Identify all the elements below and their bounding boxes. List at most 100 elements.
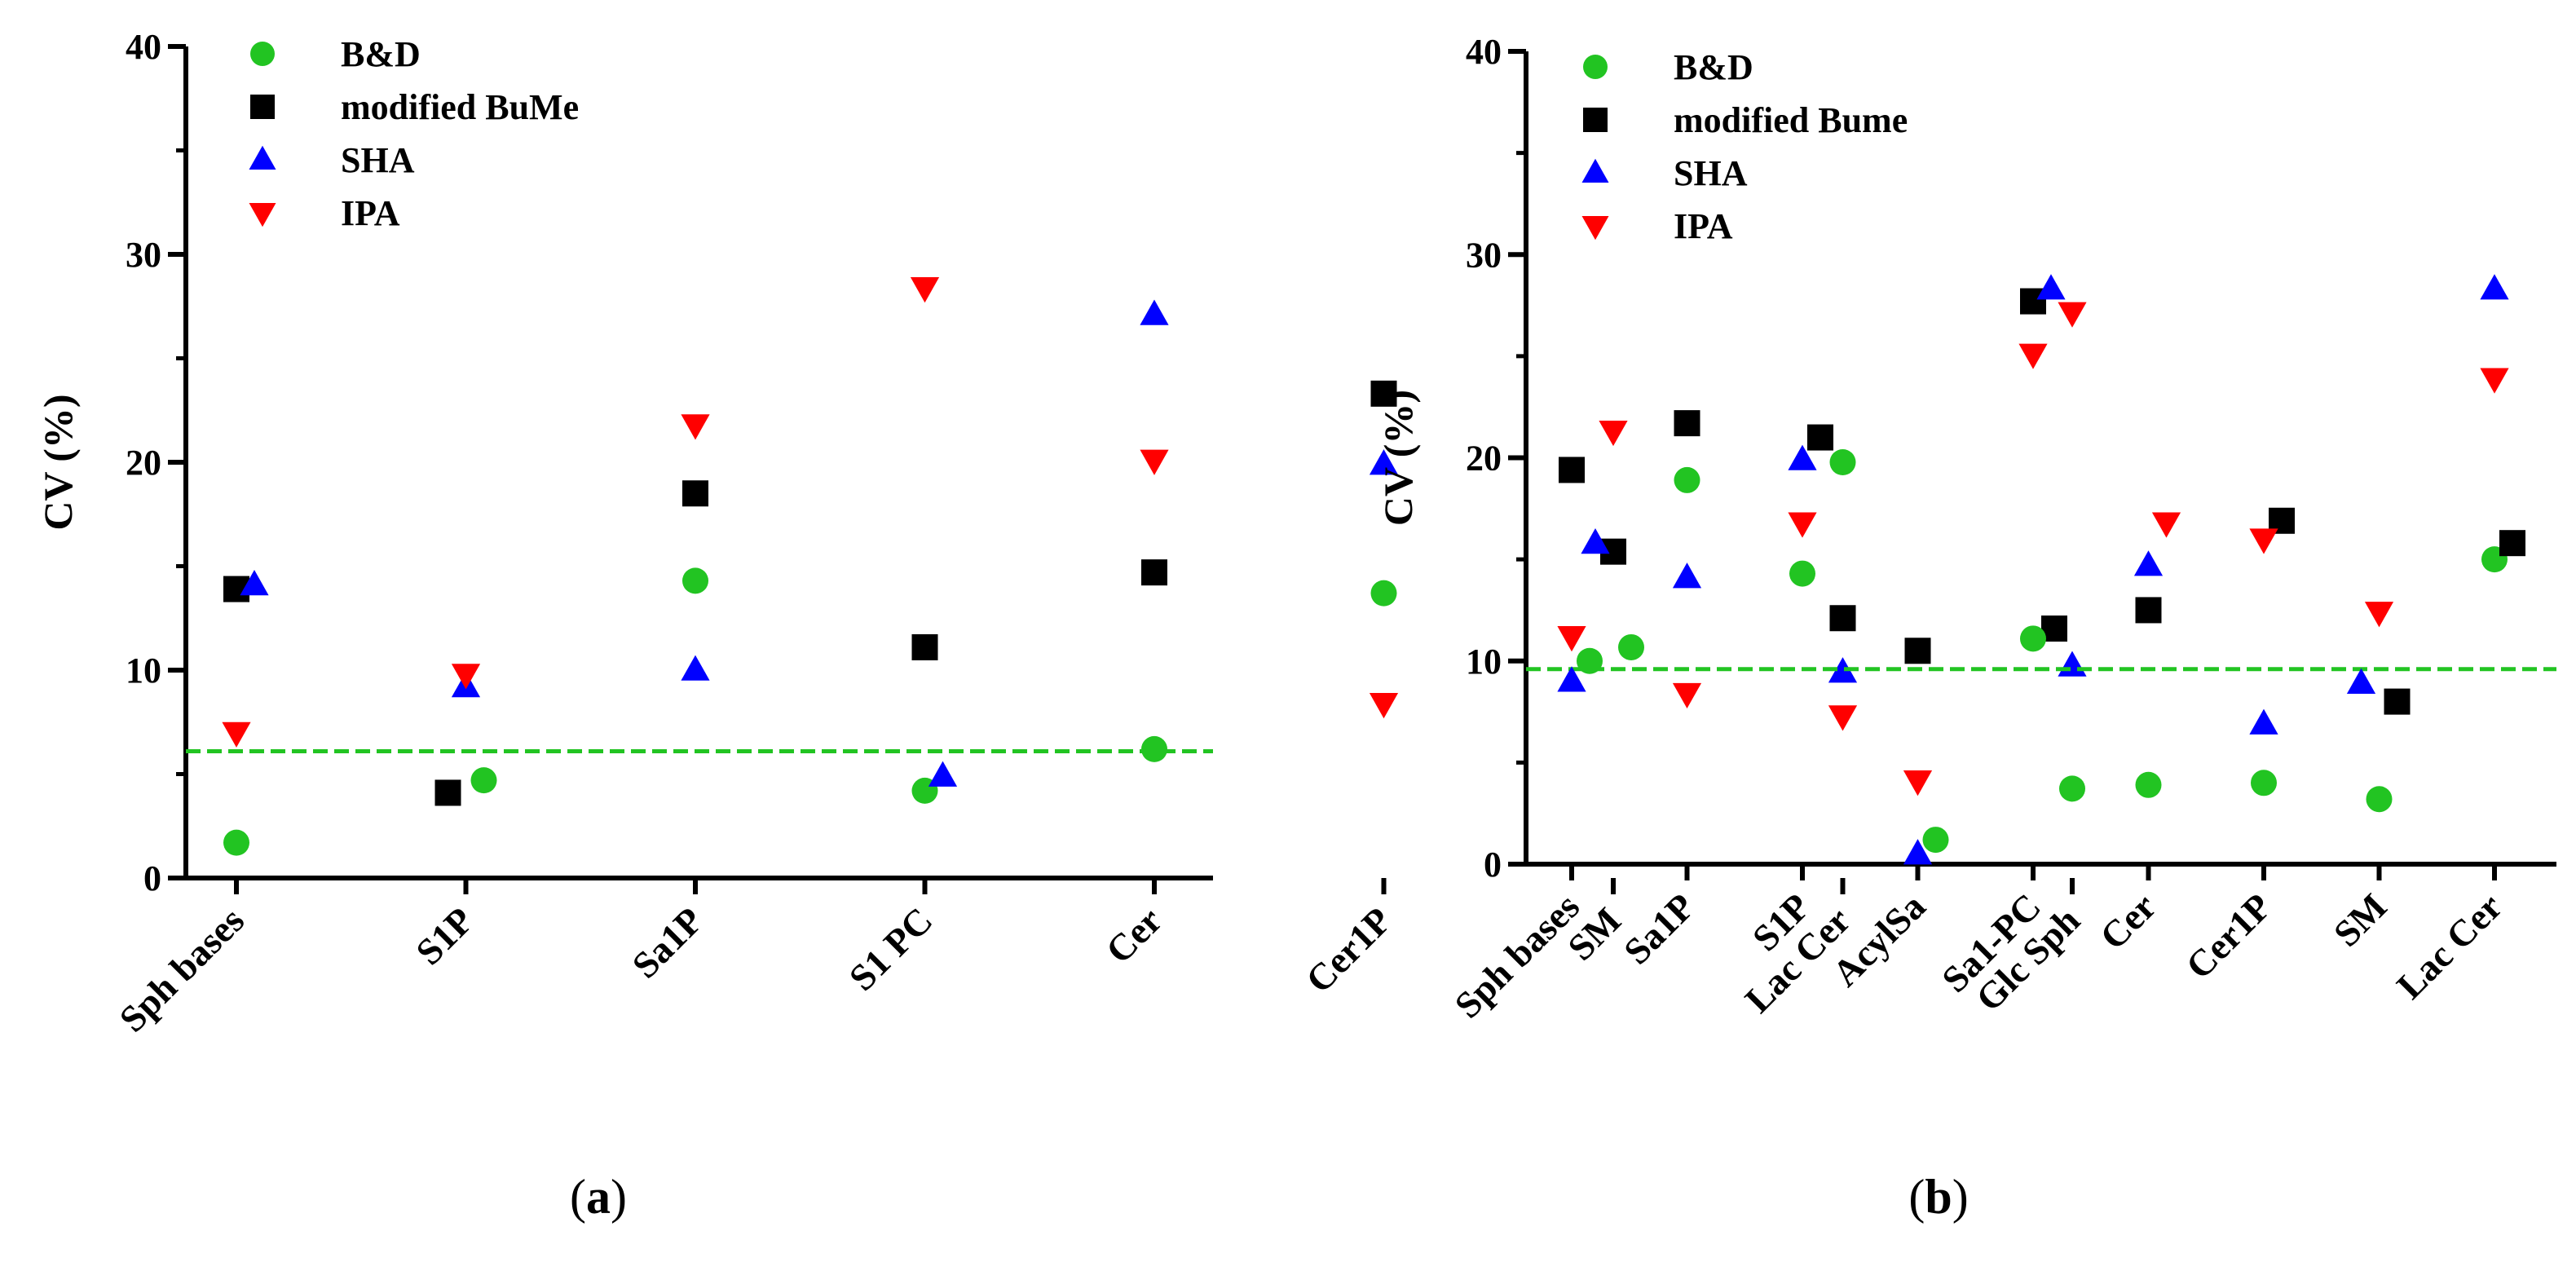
x-category-label: Cer1P bbox=[1298, 899, 1400, 1001]
data-point-ipa bbox=[1672, 682, 1702, 709]
x-category-label: Cer1P bbox=[2178, 885, 2280, 987]
y-tick-label: 40 bbox=[1466, 32, 1502, 72]
data-point-sha bbox=[2058, 651, 2087, 677]
x-category-label: Sph bases bbox=[111, 899, 252, 1040]
data-point-modified-bume bbox=[1807, 424, 1833, 451]
y-tick-label: 0 bbox=[143, 858, 161, 898]
data-point-b-d bbox=[1674, 466, 1700, 493]
data-point-modified-bume bbox=[1559, 457, 1585, 483]
data-point-b-d bbox=[1577, 647, 1603, 674]
data-point-b-d bbox=[2135, 771, 2162, 798]
x-category-label: S1 PC bbox=[841, 899, 941, 999]
legend-label: modified BuMe bbox=[341, 87, 579, 127]
data-point-ipa bbox=[681, 414, 710, 440]
data-point-modified-bume bbox=[1674, 410, 1700, 437]
data-point-sha bbox=[2036, 274, 2066, 300]
data-point-sha bbox=[1828, 657, 1858, 683]
data-point-b-d bbox=[2020, 625, 2046, 652]
x-category-label: S1P bbox=[408, 899, 481, 973]
legend-label: IPA bbox=[1674, 206, 1733, 246]
data-point-modified-bume bbox=[434, 779, 461, 806]
data-point-sha bbox=[2249, 708, 2278, 735]
data-point-modified-bume bbox=[1829, 605, 1856, 632]
y-tick-label: 30 bbox=[126, 235, 161, 275]
data-point-sha bbox=[1788, 444, 1817, 470]
data-point-b-d bbox=[1829, 449, 1856, 475]
data-point-ipa bbox=[1369, 693, 1399, 719]
legend-label: SHA bbox=[1674, 153, 1748, 193]
data-point-b-d bbox=[223, 829, 249, 856]
data-point-ipa bbox=[1828, 705, 1858, 731]
y-axis-title: CV (%) bbox=[35, 394, 81, 530]
data-point-ipa bbox=[2058, 302, 2087, 328]
data-point-sha bbox=[1140, 299, 1169, 325]
data-point-sha bbox=[2346, 668, 2376, 694]
legend-marker bbox=[1583, 55, 1608, 79]
data-point-ipa bbox=[2364, 602, 2394, 628]
data-point-b-d bbox=[682, 567, 708, 594]
y-tick-label: 20 bbox=[126, 443, 161, 483]
data-point-b-d bbox=[2059, 775, 2085, 802]
data-point-sha bbox=[681, 655, 710, 681]
legend-marker bbox=[250, 95, 275, 119]
data-point-sha bbox=[1557, 666, 1586, 692]
data-point-sha bbox=[1581, 528, 1610, 554]
data-point-ipa bbox=[910, 277, 940, 303]
data-point-ipa bbox=[2249, 528, 2278, 554]
data-point-b-d bbox=[1922, 827, 1949, 854]
data-point-modified-bume bbox=[911, 633, 938, 660]
data-point-sha bbox=[2133, 550, 2164, 576]
panel-a: 0 10 20 30 40 CV (%) Sph bases S1P Sa1P S1 PC Cer C… bbox=[35, 27, 2088, 1224]
y-tick-label: 30 bbox=[1466, 235, 1502, 275]
data-point-modified-bume bbox=[682, 480, 708, 507]
panel-label: (b) bbox=[1908, 1170, 1968, 1224]
data-point-ipa bbox=[1140, 449, 1169, 475]
legend-label: B&D bbox=[1674, 47, 1753, 87]
x-category-label: Sph bases bbox=[1446, 885, 1587, 1026]
data-point-ipa bbox=[1903, 770, 1933, 796]
panel-label: (a) bbox=[570, 1170, 627, 1224]
data-point-ipa bbox=[2480, 368, 2509, 394]
data-point-modified-bume bbox=[1904, 638, 1931, 664]
data-point-sha bbox=[1672, 563, 1702, 589]
data-point-sha bbox=[2480, 274, 2509, 300]
data-point-ipa bbox=[2151, 512, 2181, 538]
data-point-b-d bbox=[470, 767, 497, 794]
legend-marker bbox=[249, 145, 276, 170]
x-category-label: Sa1P bbox=[1616, 885, 1703, 973]
x-category-label: Sa1P bbox=[624, 899, 712, 986]
legend-marker bbox=[1581, 216, 1609, 240]
legend-marker bbox=[250, 42, 275, 66]
data-point-modified-bume bbox=[1141, 559, 1167, 586]
y-tick-label: 20 bbox=[1466, 439, 1502, 479]
x-category-label: Cer bbox=[2092, 885, 2164, 957]
x-category-label: Cer bbox=[1098, 899, 1170, 971]
data-point-modified-bume bbox=[2135, 597, 2162, 624]
data-point-sha bbox=[1903, 839, 1933, 865]
data-point-modified-bume bbox=[2384, 688, 2411, 715]
data-point-ipa bbox=[451, 664, 481, 690]
x-category-label: SM bbox=[2326, 885, 2395, 955]
y-tick-label: 0 bbox=[1484, 845, 1502, 885]
legend-label: B&D bbox=[341, 34, 421, 74]
legend-label: IPA bbox=[341, 193, 400, 233]
y-tick-label: 10 bbox=[1466, 642, 1502, 682]
data-point-sha bbox=[240, 570, 269, 596]
legend-label: modified Bume bbox=[1674, 100, 1908, 140]
y-axis-title: CV (%) bbox=[1375, 390, 1421, 526]
data-point-ipa bbox=[1557, 626, 1586, 652]
legend-label: SHA bbox=[341, 140, 415, 180]
data-point-b-d bbox=[1618, 633, 1644, 660]
data-point-modified-bume bbox=[1370, 380, 1397, 407]
data-point-b-d bbox=[1370, 580, 1397, 607]
data-point-b-d bbox=[1789, 560, 1815, 587]
legend-marker bbox=[249, 203, 276, 227]
data-point-ipa bbox=[1788, 512, 1817, 538]
data-point-b-d bbox=[1141, 735, 1167, 762]
x-category-label: Lac Cer bbox=[2389, 885, 2510, 1007]
data-point-b-d bbox=[2251, 770, 2277, 796]
data-point-sha bbox=[1369, 449, 1399, 475]
data-point-sha bbox=[928, 761, 958, 787]
